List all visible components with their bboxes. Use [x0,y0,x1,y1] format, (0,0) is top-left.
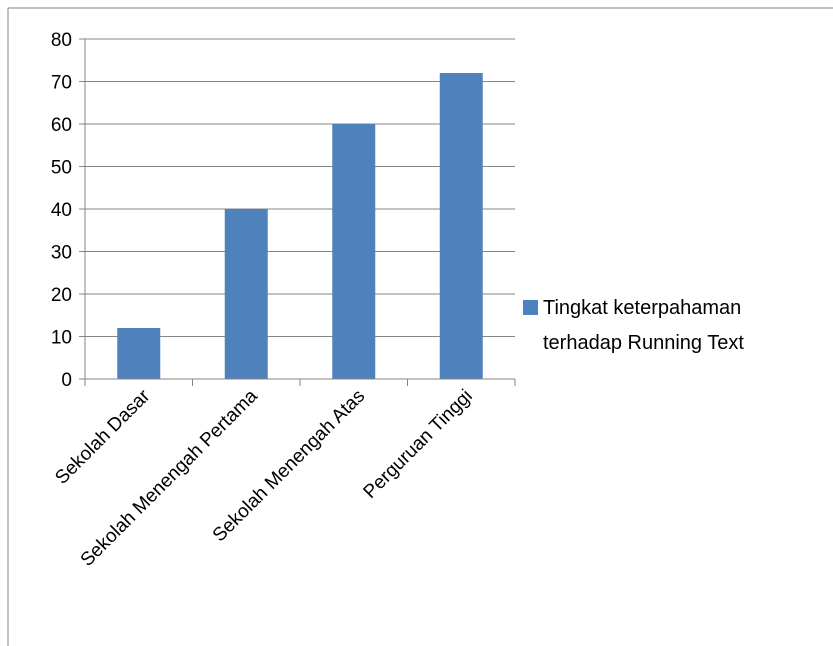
x-category-label-sekolah-menengah-pertama: Sekolah Menengah Pertama [77,385,262,570]
legend-swatch [523,300,538,315]
y-tick-label-20: 20 [51,285,72,306]
bar-sekolah-dasar [117,328,161,379]
y-tick-label-10: 10 [51,328,72,349]
y-tick-label-80: 80 [51,30,72,51]
bar-sekolah-menengah-pertama [224,209,268,379]
x-category-label-perguruan-tinggi: Perguruan Tinggi [360,386,477,503]
y-tick-label-30: 30 [51,243,72,264]
y-tick-label-70: 70 [51,73,72,94]
legend: Tingkat keterpahaman terhadap Running Te… [523,297,744,354]
y-tick-label-50: 50 [51,158,72,179]
bars [117,73,483,379]
axes [79,38,516,386]
bar-sekolah-menengah-atas [332,124,376,379]
y-tick-label-0: 0 [61,370,72,391]
y-tick-label-40: 40 [51,200,72,221]
x-category-label-sekolah-dasar: Sekolah Dasar [51,385,154,488]
y-tick-labels: 0 10 20 30 40 50 60 70 80 [51,30,72,391]
y-tick-label-60: 60 [51,115,72,136]
legend-label-line-2: terhadap Running Text [543,332,744,354]
bar-perguruan-tinggi [439,73,483,379]
legend-label-line-1: Tingkat keterpahaman [543,297,741,319]
